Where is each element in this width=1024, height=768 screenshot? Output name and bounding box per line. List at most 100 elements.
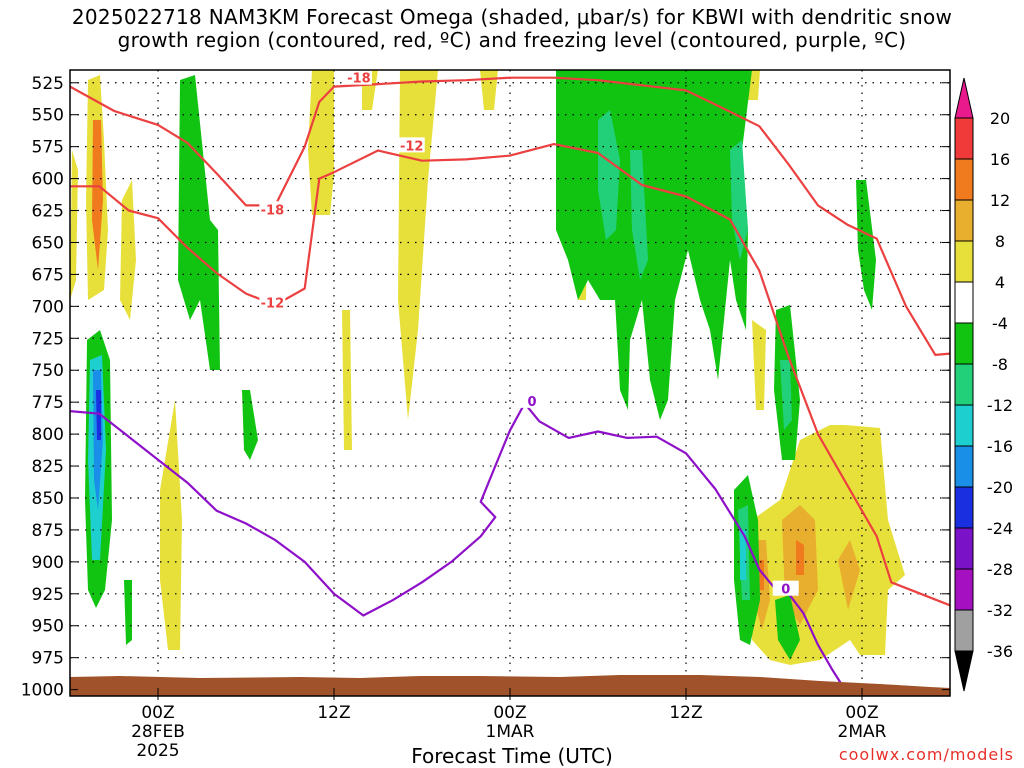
contour-label-background — [259, 201, 286, 217]
terrain-surface — [70, 675, 950, 696]
colorbar-label: -28 — [987, 560, 1013, 579]
colorbar-band — [954, 117, 974, 160]
omega-region — [308, 70, 334, 215]
colorbar-band — [954, 527, 974, 570]
colorbar-label: -8 — [992, 355, 1008, 374]
omega-region — [630, 150, 648, 280]
colorbar-top-arrow — [954, 77, 974, 119]
omega-region — [740, 530, 746, 580]
y-tick-label: 750 — [32, 361, 64, 381]
contour-label-background — [259, 294, 286, 310]
omega-region — [598, 110, 620, 240]
colorbar-band — [954, 158, 974, 201]
colorbar-label: 20 — [990, 109, 1010, 128]
colorbar-label: -32 — [987, 601, 1013, 620]
colorbar-band — [954, 445, 974, 488]
colorbar-band — [954, 486, 974, 529]
y-tick-label: 650 — [32, 233, 64, 253]
omega-region — [752, 320, 766, 410]
contour-label: 0 — [781, 583, 790, 598]
y-tick-label: 575 — [32, 138, 64, 158]
x-tick-label: 00Z — [141, 703, 174, 723]
x-tick-label: 12Z — [669, 703, 702, 723]
contour-label-background — [519, 392, 545, 408]
y-tick-label: 700 — [32, 297, 64, 317]
title-line-2: growth region (contoured, red, ºC) and f… — [117, 28, 907, 52]
y-tick-label: 775 — [32, 393, 64, 413]
omega-region — [120, 180, 136, 320]
colorbar-bottom-arrow — [954, 650, 974, 692]
omega-region — [242, 390, 258, 460]
colorbar-label: -12 — [987, 396, 1013, 415]
x-tick-label: 2025 — [136, 741, 179, 761]
contour-label-background — [398, 137, 425, 153]
colorbar-band — [954, 404, 974, 447]
x-tick-label: 28FEB — [131, 722, 185, 742]
contour-label: 0 — [527, 395, 536, 410]
colorbar: 20 16 12 8 4 -4 -8 -12 -16 -20 -24 -28 -32 -36 — [954, 77, 1013, 692]
contour-label-background — [772, 580, 799, 596]
omega-region — [342, 310, 352, 450]
y-tick-label: 950 — [32, 617, 64, 637]
y-tick-label: 525 — [32, 74, 64, 94]
colorbar-label: 16 — [990, 150, 1010, 169]
omega-shading — [70, 70, 905, 665]
omega-region — [160, 400, 182, 650]
contour-line — [70, 143, 950, 607]
omega-region — [178, 75, 220, 370]
y-tick-label: 625 — [32, 202, 64, 222]
colorbar-label: -4 — [992, 314, 1008, 333]
y-tick-label: 550 — [32, 106, 64, 126]
colorbar-band — [954, 281, 974, 324]
omega-region — [780, 360, 792, 430]
colorbar-band — [954, 240, 974, 283]
x-tick-label: 12Z — [317, 703, 350, 723]
omega-region — [775, 595, 800, 660]
colorbar-label: 4 — [995, 273, 1005, 292]
colorbar-band — [954, 568, 974, 611]
colorbar-band — [954, 322, 974, 365]
y-tick-label: 800 — [32, 425, 64, 445]
omega-region — [856, 180, 876, 310]
y-tick-label: 1000 — [21, 681, 64, 701]
y-tick-label: 675 — [32, 265, 64, 285]
colorbar-label: 8 — [995, 232, 1005, 251]
y-tick-label: 825 — [32, 457, 64, 477]
colorbar-label: -36 — [987, 642, 1013, 661]
contour-label: -12 — [261, 297, 285, 312]
contour-label-background — [345, 70, 372, 85]
chart-title: 2025022718 NAM3KM Forecast Omega (shaded… — [0, 6, 1024, 52]
omega-region — [838, 540, 860, 610]
x-tick-label: 1MAR — [486, 722, 535, 742]
y-tick-label: 725 — [32, 329, 64, 349]
colorbar-band — [954, 199, 974, 242]
contour-line — [70, 76, 950, 356]
y-tick-label: 925 — [32, 585, 64, 605]
omega-region — [96, 390, 101, 440]
credit-text: coolwx.com/models — [838, 745, 1014, 764]
x-tick-label: 2MAR — [838, 722, 887, 742]
colorbar-label: 12 — [990, 191, 1010, 210]
colorbar-label: -20 — [987, 478, 1013, 497]
colorbar-label: -24 — [987, 519, 1013, 538]
contour-label: -12 — [400, 139, 424, 154]
y-axis: 525 550 575 600 625 650 675 700 725 750 775 800 825 8… — [21, 74, 950, 701]
y-tick-label: 850 — [32, 489, 64, 509]
omega-region — [730, 140, 748, 260]
omega-region — [92, 120, 103, 270]
colorbar-band — [954, 609, 974, 652]
omega-region — [124, 580, 132, 645]
omega-region — [70, 150, 78, 300]
x-axis-title: Forecast Time (UTC) — [411, 744, 613, 768]
y-tick-label: 600 — [32, 170, 64, 190]
contour-label: -18 — [261, 203, 285, 218]
contour-lines: -18 -18 -12 -12 0 0 — [70, 70, 950, 694]
omega-region — [796, 540, 804, 575]
contour-label: -18 — [347, 72, 371, 87]
y-tick-label: 975 — [32, 649, 64, 669]
y-tick-label: 900 — [32, 553, 64, 573]
contour-line — [70, 402, 849, 694]
colorbar-band — [954, 363, 974, 406]
y-tick-label: 875 — [32, 521, 64, 541]
